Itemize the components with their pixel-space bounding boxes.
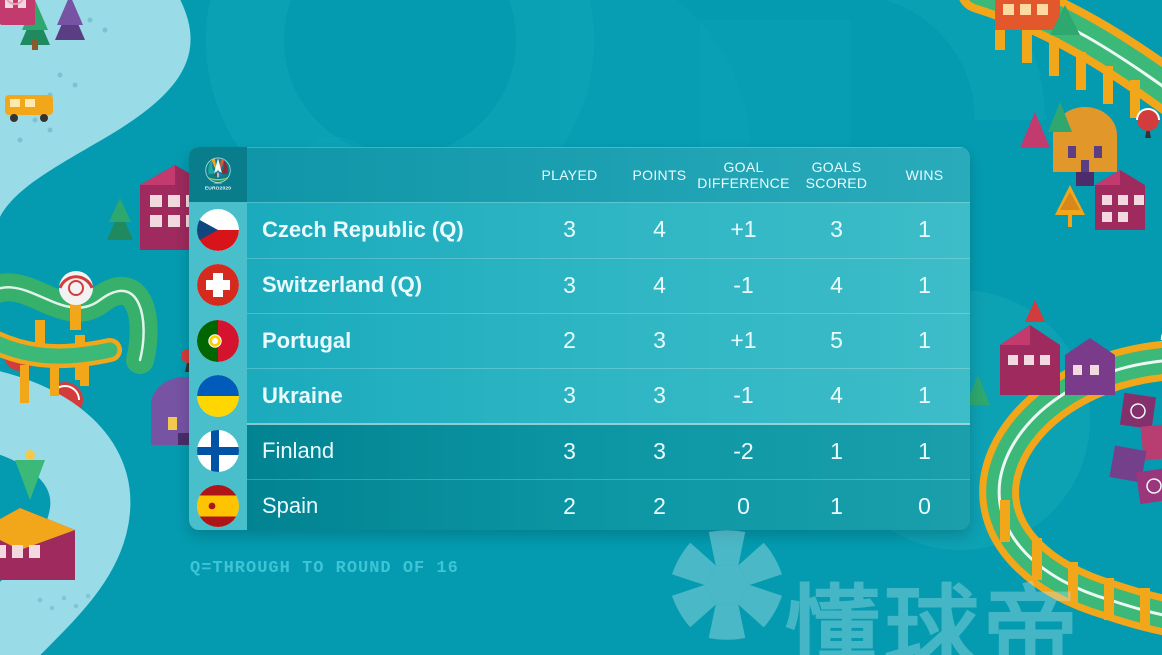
svg-text:EURO2020: EURO2020: [205, 185, 231, 191]
svg-text:UEFA: UEFA: [214, 181, 222, 185]
